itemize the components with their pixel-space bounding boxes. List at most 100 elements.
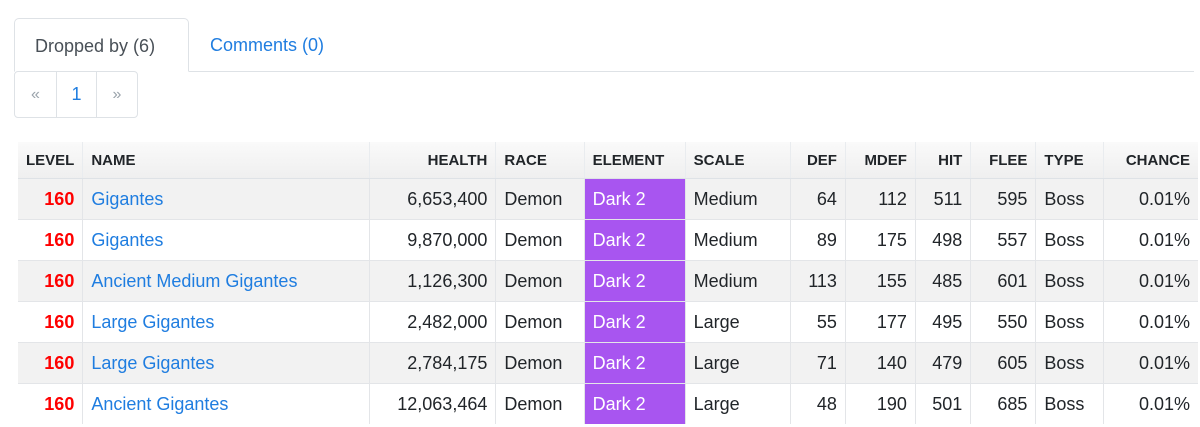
column-header-name[interactable]: NAME bbox=[82, 142, 371, 179]
table-row: 160 Ancient Gigantes 12,063,464 Demon Dark 2… bbox=[18, 383, 1198, 424]
monster-scale-cell: Large bbox=[685, 342, 791, 384]
monster-type-cell: Boss bbox=[1035, 260, 1104, 302]
drop-chance-cell: 0.01% bbox=[1103, 219, 1198, 261]
tab-comments[interactable]: Comments (0) bbox=[210, 35, 325, 55]
column-header-chance[interactable]: CHANCE bbox=[1103, 142, 1198, 179]
monster-flee-cell: 605 bbox=[970, 342, 1037, 384]
monster-element-cell: Dark 2 bbox=[584, 260, 686, 302]
monster-element-cell: Dark 2 bbox=[584, 342, 686, 384]
monster-name-link[interactable]: Ancient Gigantes bbox=[91, 393, 229, 414]
column-header-type[interactable]: TYPE bbox=[1035, 142, 1104, 179]
pagination: « 1 » bbox=[14, 71, 138, 118]
table-row: 160 Gigantes 9,870,000 Demon Dark 2 Medium 89 1… bbox=[18, 219, 1198, 261]
monster-race-cell: Demon bbox=[495, 342, 585, 384]
monster-flee-cell: 685 bbox=[970, 383, 1037, 424]
monster-def-cell: 55 bbox=[790, 301, 846, 343]
monster-mdef-cell: 140 bbox=[845, 342, 916, 384]
prev-page-button[interactable]: « bbox=[31, 86, 40, 103]
monster-element-cell: Dark 2 bbox=[584, 178, 686, 220]
monster-name-link-cell: Large Gigantes bbox=[82, 342, 371, 384]
column-header-scale[interactable]: SCALE bbox=[685, 142, 791, 179]
monster-flee-cell: 557 bbox=[970, 219, 1037, 261]
monster-health-cell: 12,063,464 bbox=[369, 383, 497, 424]
monster-type-cell: Boss bbox=[1035, 178, 1104, 220]
column-header-element[interactable]: ELEMENT bbox=[584, 142, 686, 179]
monster-name-link-cell: Gigantes bbox=[82, 178, 371, 220]
monster-name-link[interactable]: Gigantes bbox=[91, 229, 164, 250]
monster-mdef-cell: 112 bbox=[845, 178, 916, 220]
monster-flee-cell: 550 bbox=[970, 301, 1037, 343]
column-header-def[interactable]: DEF bbox=[790, 142, 846, 179]
monster-name-link[interactable]: Large Gigantes bbox=[91, 311, 215, 332]
monster-scale-cell: Large bbox=[685, 301, 791, 343]
monster-mdef-cell: 190 bbox=[845, 383, 916, 424]
monster-flee-cell: 595 bbox=[970, 178, 1037, 220]
monster-mdef-cell: 177 bbox=[845, 301, 916, 343]
column-header-mdef[interactable]: MDEF bbox=[845, 142, 916, 179]
page-1-button[interactable]: 1 bbox=[56, 72, 96, 117]
table-row: 160 Gigantes 6,653,400 Demon Dark 2 Medium 64 1… bbox=[18, 178, 1198, 220]
monster-type-cell: Boss bbox=[1035, 301, 1104, 343]
tab-dropped-by[interactable]: Dropped by (6) bbox=[14, 18, 189, 72]
drop-chance-cell: 0.01% bbox=[1103, 383, 1198, 424]
monster-mdef-cell: 155 bbox=[845, 260, 916, 302]
monster-element-cell: Dark 2 bbox=[584, 383, 686, 424]
monster-mdef-cell: 175 bbox=[845, 219, 916, 261]
monster-def-cell: 113 bbox=[790, 260, 846, 302]
column-header-race[interactable]: RACE bbox=[495, 142, 585, 179]
monster-name-link[interactable]: Gigantes bbox=[91, 188, 164, 209]
monster-level-cell: 160 bbox=[18, 342, 84, 384]
monster-name-link-cell: Gigantes bbox=[82, 219, 371, 261]
monster-def-cell: 64 bbox=[790, 178, 846, 220]
drop-chance-cell: 0.01% bbox=[1103, 342, 1198, 384]
monster-race-cell: Demon bbox=[495, 178, 585, 220]
monster-element-cell: Dark 2 bbox=[584, 301, 686, 343]
monster-hit-cell: 479 bbox=[915, 342, 972, 384]
monster-race-cell: Demon bbox=[495, 383, 585, 424]
monster-health-cell: 2,482,000 bbox=[369, 301, 497, 343]
monster-def-cell: 48 bbox=[790, 383, 846, 424]
monster-name-link[interactable]: Large Gigantes bbox=[91, 352, 215, 373]
monster-scale-cell: Large bbox=[685, 383, 791, 424]
column-header-health[interactable]: HEALTH bbox=[369, 142, 497, 179]
monster-health-cell: 9,870,000 bbox=[369, 219, 497, 261]
monster-type-cell: Boss bbox=[1035, 342, 1104, 384]
monster-name-link-cell: Ancient Medium Gigantes bbox=[82, 260, 371, 302]
next-page-button[interactable]: » bbox=[96, 72, 137, 117]
monster-def-cell: 89 bbox=[790, 219, 846, 261]
monster-level-cell: 160 bbox=[18, 260, 84, 302]
monster-scale-cell: Medium bbox=[685, 178, 791, 220]
monster-level-cell: 160 bbox=[18, 383, 84, 424]
drop-chance-cell: 0.01% bbox=[1103, 260, 1198, 302]
monster-race-cell: Demon bbox=[495, 219, 585, 261]
monster-scale-cell: Medium bbox=[685, 219, 791, 261]
monster-flee-cell: 601 bbox=[970, 260, 1037, 302]
monster-level-cell: 160 bbox=[18, 219, 84, 261]
monster-health-cell: 6,653,400 bbox=[369, 178, 497, 220]
monster-type-cell: Boss bbox=[1035, 219, 1104, 261]
column-header-level[interactable]: LEVEL bbox=[18, 142, 84, 179]
table-row: 160 Large Gigantes 2,784,175 Demon Dark 2 Lar… bbox=[18, 342, 1198, 384]
monster-def-cell: 71 bbox=[790, 342, 846, 384]
table-row: 160 Large Gigantes 2,482,000 Demon Dark 2 Lar… bbox=[18, 301, 1198, 343]
tab-bar: Dropped by (6) Comments (0) bbox=[14, 18, 1194, 72]
monster-scale-cell: Medium bbox=[685, 260, 791, 302]
monster-hit-cell: 495 bbox=[915, 301, 972, 343]
monster-race-cell: Demon bbox=[495, 301, 585, 343]
monster-hit-cell: 511 bbox=[915, 178, 972, 220]
monster-element-cell: Dark 2 bbox=[584, 219, 686, 261]
column-header-hit[interactable]: HIT bbox=[915, 142, 972, 179]
monster-race-cell: Demon bbox=[495, 260, 585, 302]
dropped-by-table: LEVEL NAME HEALTH RACE ELEMENT SCALE DEF… bbox=[18, 142, 1198, 424]
monster-name-link[interactable]: Ancient Medium Gigantes bbox=[91, 270, 298, 291]
monster-health-cell: 1,126,300 bbox=[369, 260, 497, 302]
monster-name-link-cell: Large Gigantes bbox=[82, 301, 371, 343]
column-header-flee[interactable]: FLEE bbox=[970, 142, 1037, 179]
monster-type-cell: Boss bbox=[1035, 383, 1104, 424]
monster-hit-cell: 501 bbox=[915, 383, 972, 424]
table-row: 160 Ancient Medium Gigantes 1,126,300 Demon… bbox=[18, 260, 1198, 302]
monster-hit-cell: 498 bbox=[915, 219, 972, 261]
table-header-row: LEVEL NAME HEALTH RACE ELEMENT SCALE DEF… bbox=[18, 142, 1198, 179]
drop-chance-cell: 0.01% bbox=[1103, 178, 1198, 220]
monster-health-cell: 2,784,175 bbox=[369, 342, 497, 384]
